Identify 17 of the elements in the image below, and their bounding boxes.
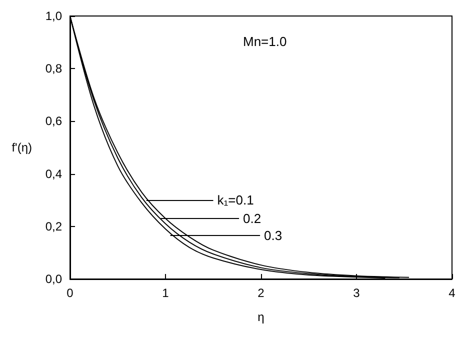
x-tick-label: 3 [353, 286, 360, 300]
annotation: Mn=1.0 [243, 34, 287, 49]
y-tick-label: 0,4 [45, 166, 62, 181]
x-tick-label: 1 [162, 286, 170, 300]
x-axis-title: η [258, 310, 264, 324]
y-tick-label: 0,8 [45, 62, 62, 76]
y-tick-label: 0,6 [45, 114, 62, 128]
y-axis-title: f'(η) [12, 140, 32, 154]
annotation: 0.2 [243, 211, 262, 226]
annotation: k₁=0.1 [217, 192, 254, 208]
x-tick-label: 2 [258, 286, 265, 300]
y-tick-label: 0,2 [45, 219, 62, 234]
y-tick-label: 0,0 [45, 272, 62, 286]
annotation: 0.3 [264, 228, 282, 244]
y-tick-label: 1,0 [45, 9, 62, 23]
x-tick-label: 0 [66, 286, 74, 300]
x-tick-label: 4 [448, 286, 456, 300]
